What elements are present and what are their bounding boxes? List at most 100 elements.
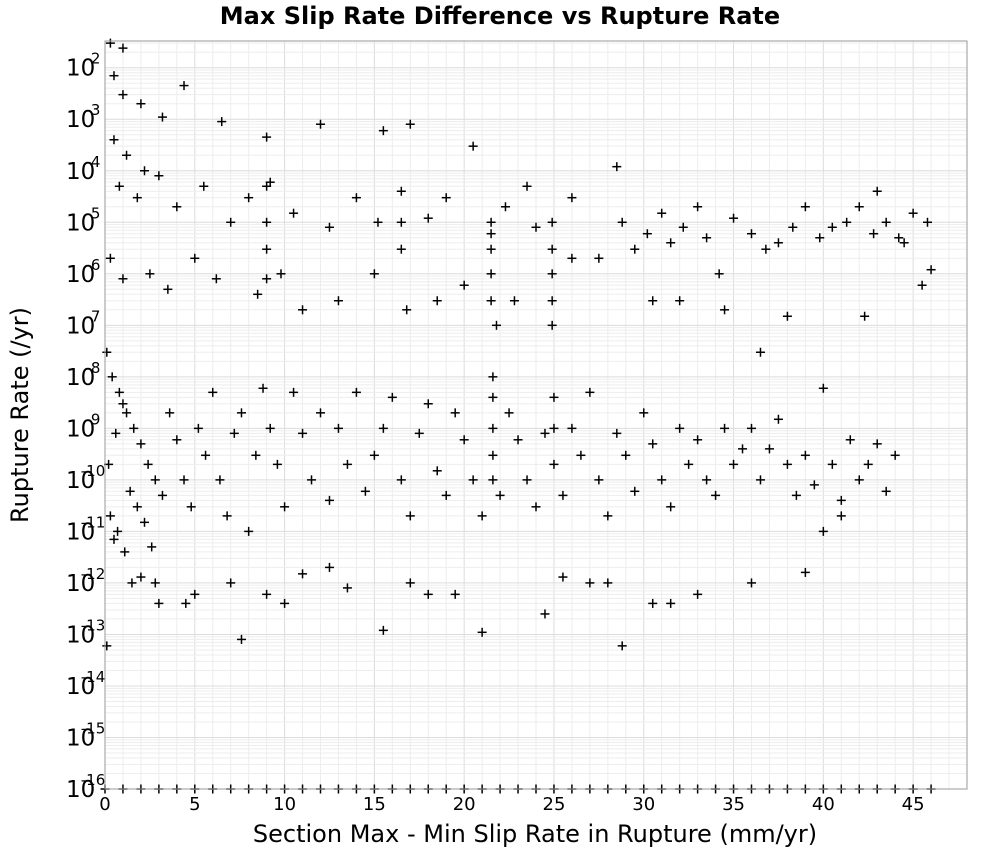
data-point <box>675 423 685 433</box>
y-tick-exponent: -13 <box>81 616 106 634</box>
data-point <box>118 274 128 284</box>
data-point <box>105 511 115 521</box>
data-point <box>140 517 150 527</box>
data-point <box>298 428 308 438</box>
data-point <box>181 598 191 608</box>
data-point <box>486 269 496 279</box>
y-tick-label: 10-3 <box>66 101 100 133</box>
y-tick-base: 10 <box>66 365 95 391</box>
data-point <box>193 423 203 433</box>
y-tick-exponent: -10 <box>81 462 106 480</box>
data-point <box>244 193 254 203</box>
data-point <box>800 202 810 212</box>
y-tick-base: 10 <box>66 56 95 82</box>
data-point <box>567 193 577 203</box>
data-point <box>486 229 496 239</box>
data-point <box>127 578 137 588</box>
data-point <box>324 222 334 232</box>
data-point <box>351 193 361 203</box>
data-point <box>755 347 765 357</box>
data-point <box>105 38 115 48</box>
data-point <box>594 253 604 263</box>
data-point <box>157 112 167 122</box>
data-point <box>190 589 200 599</box>
data-point <box>617 641 627 651</box>
data-point <box>558 490 568 500</box>
data-point <box>917 280 927 290</box>
data-point <box>729 213 739 223</box>
y-tick-base: 10 <box>66 262 95 288</box>
data-point <box>926 265 936 275</box>
data-point <box>459 280 469 290</box>
data-point <box>648 439 658 449</box>
data-point <box>150 475 160 485</box>
data-point <box>567 253 577 263</box>
data-point <box>441 193 451 203</box>
x-tick-label: 30 <box>632 794 655 815</box>
y-axis-ticks: 10-210-310-410-510-610-710-810-910-1010-… <box>66 50 105 803</box>
data-point <box>642 229 652 239</box>
data-point <box>594 475 604 485</box>
data-point <box>113 526 123 536</box>
data-point <box>405 578 415 588</box>
data-point <box>104 459 114 469</box>
data-point <box>459 435 469 445</box>
y-tick-label: 10-7 <box>66 307 100 339</box>
data-point <box>547 217 557 227</box>
y-tick-label: 10-2 <box>66 50 100 82</box>
data-point <box>603 511 613 521</box>
data-point <box>567 423 577 433</box>
data-point <box>666 238 676 248</box>
data-point <box>316 408 325 418</box>
data-point <box>289 208 299 218</box>
data-point <box>491 320 501 330</box>
data-point <box>648 296 658 306</box>
data-point <box>378 625 388 635</box>
data-point <box>585 387 595 397</box>
y-tick-base: 10 <box>66 416 95 442</box>
data-point <box>262 217 272 227</box>
y-tick-label: 10-4 <box>66 153 100 185</box>
data-point <box>262 181 272 191</box>
x-axis-ticks: 0 5 10 15 20 25 30 35 40 45 <box>99 794 924 815</box>
data-point <box>107 372 117 382</box>
data-point <box>500 202 510 212</box>
data-point <box>289 387 299 397</box>
data-point <box>122 408 132 418</box>
data-point <box>842 217 852 227</box>
x-tick-label: 45 <box>902 794 925 815</box>
data-point <box>854 202 864 212</box>
data-point <box>265 423 275 433</box>
y-tick-exponent: -15 <box>81 719 106 737</box>
y-tick-exponent: -7 <box>86 307 101 325</box>
data-point <box>105 253 115 263</box>
data-point <box>132 502 142 512</box>
data-point <box>827 459 837 469</box>
data-point <box>147 542 157 552</box>
data-point <box>114 181 124 191</box>
data-point <box>738 444 748 454</box>
data-point <box>860 311 870 321</box>
data-point <box>111 428 121 438</box>
data-point <box>396 244 406 254</box>
data-point <box>226 578 236 588</box>
data-point <box>791 490 801 500</box>
data-point <box>215 475 225 485</box>
y-tick-exponent: -9 <box>86 410 101 428</box>
data-point <box>894 233 904 243</box>
data-point <box>262 589 272 599</box>
y-tick-label: 10-10 <box>66 462 105 494</box>
data-point <box>922 217 932 227</box>
data-point <box>342 459 352 469</box>
data-point <box>360 486 370 496</box>
data-point <box>761 244 771 254</box>
data-point <box>143 459 153 469</box>
x-tick-label: 15 <box>363 794 386 815</box>
data-point <box>881 486 891 496</box>
data-point <box>369 450 379 460</box>
x-tick-label: 10 <box>273 794 296 815</box>
data-point <box>720 423 730 433</box>
data-point <box>818 383 828 393</box>
data-point <box>324 495 334 505</box>
